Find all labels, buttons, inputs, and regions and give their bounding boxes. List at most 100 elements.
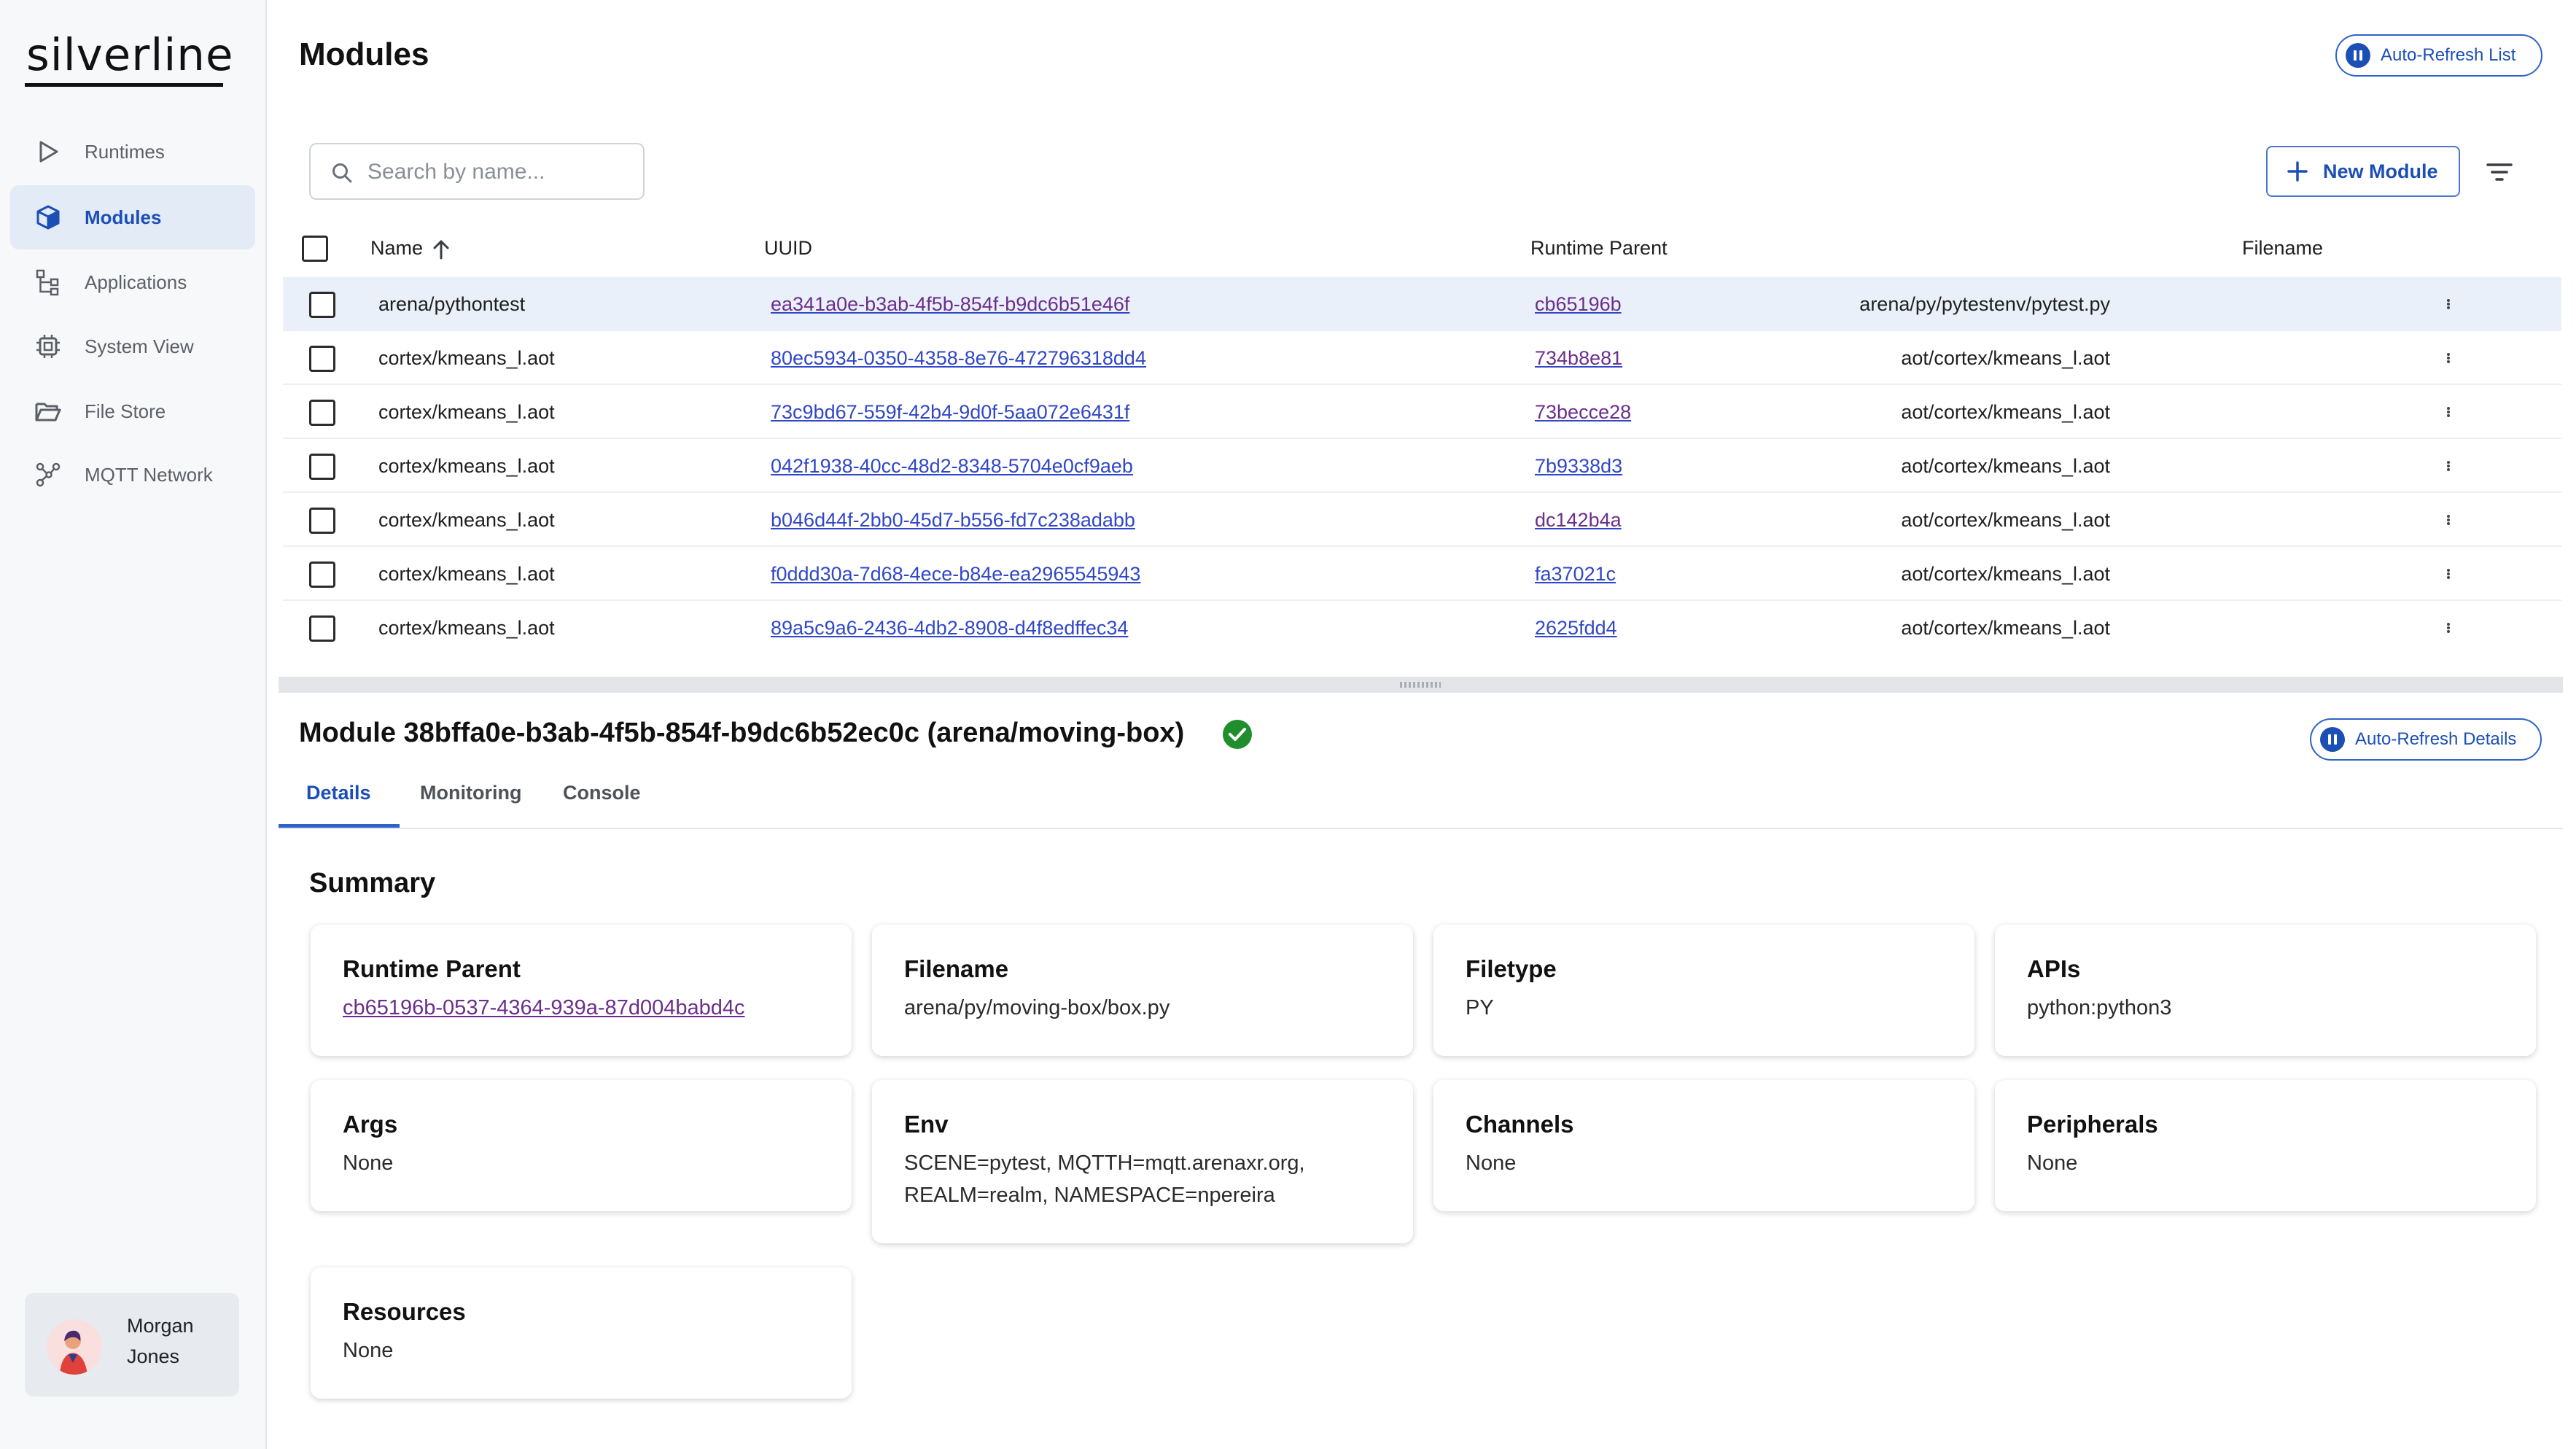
drag-grip-icon (1400, 682, 1441, 688)
row-name: cortex/kmeans_l.aot (378, 347, 555, 369)
tabs-divider (279, 828, 2563, 829)
filter-icon[interactable] (2485, 158, 2514, 187)
table-row[interactable]: cortex/kmeans_l.aot 73c9bd67-559f-42b4-9… (283, 385, 2561, 439)
row-filename: aot/cortex/kmeans_l.aot (1901, 617, 2110, 639)
table-row[interactable]: arena/pythontest ea341a0e-b3ab-4f5b-854f… (283, 277, 2561, 331)
column-header-uuid[interactable]: UUID (764, 237, 812, 259)
panel-resize-handle[interactable] (279, 677, 2563, 693)
new-module-button[interactable]: New Module (2266, 146, 2460, 197)
column-header-name[interactable]: Name (370, 237, 423, 260)
hierarchy-icon (36, 269, 59, 296)
row-uuid-link[interactable]: ea341a0e-b3ab-4f5b-854f-b9dc6b51e46f (771, 293, 1130, 315)
search-field[interactable] (309, 143, 645, 200)
sidebar-item-file-store[interactable]: File Store (10, 379, 255, 443)
user-card[interactable]: Morgan Jones (25, 1293, 239, 1396)
row-filename: aot/cortex/kmeans_l.aot (1901, 455, 2110, 477)
row-uuid-link[interactable]: b046d44f-2bb0-45d7-b556-fd7c238adabb (771, 509, 1135, 531)
sidebar-item-label: Modules (85, 206, 162, 228)
cube-icon (36, 205, 60, 230)
network-nodes-icon (36, 462, 61, 487)
row-filename: aot/cortex/kmeans_l.aot (1901, 347, 2110, 369)
row-parent-link[interactable]: 734b8e81 (1535, 347, 1623, 369)
card-resources: Resources None (311, 1267, 852, 1399)
user-first-name: Morgan (127, 1315, 194, 1337)
row-uuid-link[interactable]: 80ec5934-0350-4358-8e76-472796318dd4 (771, 347, 1146, 369)
row-menu-icon[interactable] (2440, 451, 2457, 481)
sidebar-item-applications[interactable]: Applications (10, 250, 255, 314)
card-peripherals: Peripherals None (1995, 1080, 2536, 1211)
row-menu-icon[interactable] (2440, 397, 2457, 427)
row-checkbox[interactable] (309, 454, 335, 480)
card-filetype: Filetype PY (1433, 925, 1974, 1056)
table-row[interactable]: cortex/kmeans_l.aot 80ec5934-0350-4358-8… (283, 331, 2561, 385)
card-title: Env (904, 1111, 949, 1138)
row-menu-icon[interactable] (2440, 613, 2457, 642)
card-title: Filetype (1466, 955, 1557, 982)
sidebar-item-runtimes[interactable]: Runtimes (10, 120, 255, 184)
app-logo: silverline (26, 29, 234, 81)
row-menu-icon[interactable] (2440, 559, 2457, 588)
card-apis: APIs python:python3 (1995, 925, 2536, 1056)
avatar (47, 1319, 102, 1375)
card-value: PY (1466, 996, 1494, 1019)
sort-ascending-icon[interactable] (432, 238, 451, 260)
row-uuid-link[interactable]: 73c9bd67-559f-42b4-9d0f-5aa072e6431f (771, 401, 1130, 423)
tab-monitoring[interactable]: Monitoring (420, 782, 522, 804)
row-uuid-link[interactable]: 042f1938-40cc-48d2-8348-5704e0cf9aeb (771, 455, 1133, 477)
row-checkbox[interactable] (309, 292, 335, 318)
avatar-illustration (47, 1319, 102, 1375)
folder-open-icon (35, 403, 61, 422)
row-checkbox[interactable] (309, 400, 335, 426)
auto-refresh-list-toggle[interactable]: Auto-Refresh List (2335, 34, 2542, 77)
select-all-checkbox[interactable] (302, 236, 328, 262)
card-value: None (2027, 1151, 2078, 1175)
row-menu-icon[interactable] (2440, 505, 2457, 535)
row-parent-link[interactable]: 2625fdd4 (1535, 617, 1617, 639)
sidebar-item-system-view[interactable]: System View (10, 314, 255, 378)
row-checkbox[interactable] (309, 508, 335, 534)
row-name: cortex/kmeans_l.aot (378, 455, 555, 477)
search-icon (332, 163, 352, 183)
sidebar-item-mqtt-network[interactable]: MQTT Network (10, 443, 255, 507)
column-header-runtime-parent[interactable]: Runtime Parent (1530, 237, 1668, 259)
table-row[interactable]: cortex/kmeans_l.aot f0ddd30a-7d68-4ece-b… (283, 547, 2561, 601)
auto-refresh-details-label: Auto-Refresh Details (2355, 729, 2517, 749)
play-triangle-icon (39, 141, 58, 163)
row-checkbox[interactable] (309, 346, 335, 372)
column-header-filename[interactable]: Filename (2242, 237, 2324, 259)
row-checkbox[interactable] (309, 615, 335, 642)
runtime-parent-link[interactable]: cb65196b-0537-4364-939a-87d004babd4c (343, 996, 745, 1019)
tab-console[interactable]: Console (563, 782, 641, 804)
table-row[interactable]: cortex/kmeans_l.aot b046d44f-2bb0-45d7-b… (283, 493, 2561, 547)
row-menu-icon[interactable] (2440, 290, 2457, 319)
row-name: cortex/kmeans_l.aot (378, 509, 555, 531)
row-name: arena/pythontest (378, 293, 526, 315)
table-row[interactable]: cortex/kmeans_l.aot 042f1938-40cc-48d2-8… (283, 439, 2561, 493)
card-channels: Channels None (1433, 1080, 1974, 1211)
row-menu-icon[interactable] (2440, 343, 2457, 373)
sidebar-item-label: Applications (85, 271, 187, 293)
sidebar-item-modules[interactable]: Modules (10, 185, 255, 249)
card-title: Runtime Parent (343, 955, 521, 982)
summary-heading: Summary (309, 868, 436, 898)
column-header-label: Name (370, 237, 424, 259)
row-uuid-link[interactable]: f0ddd30a-7d68-4ece-b84e-ea2965545943 (771, 563, 1141, 585)
card-title: Peripherals (2027, 1111, 2158, 1138)
table-row[interactable]: cortex/kmeans_l.aot 89a5c9a6-2436-4db2-8… (283, 601, 2561, 648)
row-uuid-link[interactable]: 89a5c9a6-2436-4db2-8908-d4f8edffec34 (771, 617, 1129, 639)
logo-underline (25, 83, 223, 87)
row-parent-link[interactable]: dc142b4a (1535, 509, 1622, 531)
row-parent-link[interactable]: fa37021c (1535, 563, 1616, 585)
tab-details[interactable]: Details (306, 782, 371, 804)
auto-refresh-details-toggle[interactable]: Auto-Refresh Details (2310, 718, 2542, 761)
row-parent-link[interactable]: 7b9338d3 (1535, 455, 1623, 477)
card-title: Filename (904, 955, 1009, 982)
row-checkbox[interactable] (309, 562, 335, 588)
new-module-label: New Module (2323, 160, 2438, 182)
sidebar-item-label: File Store (85, 400, 166, 422)
row-filename: aot/cortex/kmeans_l.aot (1901, 563, 2110, 585)
row-parent-link[interactable]: 73becce28 (1535, 401, 1632, 423)
search-input[interactable] (366, 155, 629, 190)
row-parent-link[interactable]: cb65196b (1535, 293, 1622, 315)
card-title: Channels (1466, 1111, 1574, 1138)
